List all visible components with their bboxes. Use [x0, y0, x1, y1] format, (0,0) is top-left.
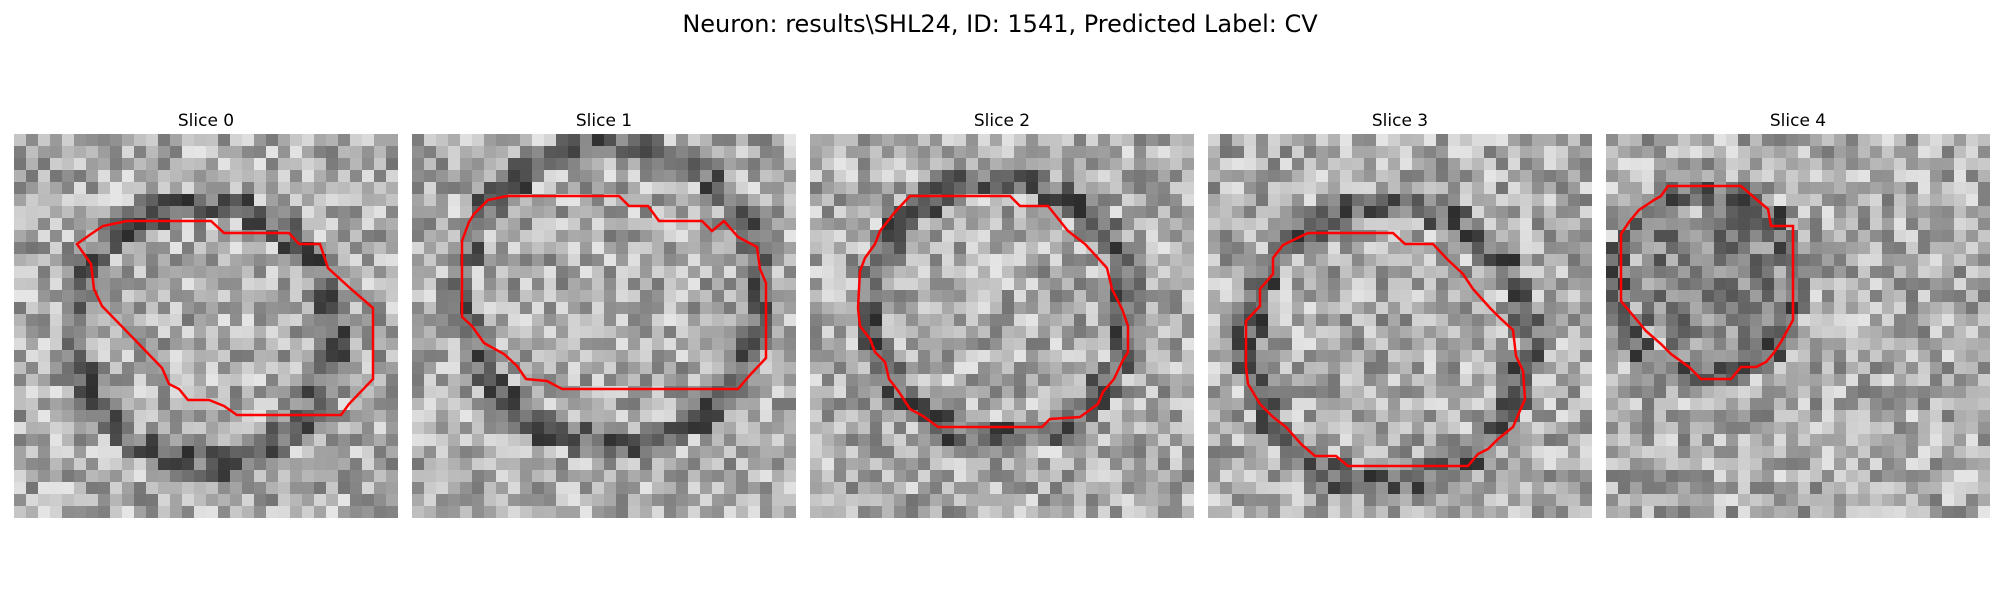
slice-title-1: Slice 1	[575, 111, 633, 131]
slice-image-0	[14, 134, 398, 518]
slice-title-2: Slice 2	[973, 111, 1031, 131]
grayscale-pixels	[412, 134, 796, 518]
slice-panel-4: Slice 4	[1606, 110, 1990, 518]
slice-panel-0: Slice 0	[14, 110, 398, 518]
slice-image-3	[1208, 134, 1592, 518]
grayscale-pixels	[14, 134, 398, 518]
slice-image-1	[412, 134, 796, 518]
slice-image-2	[810, 134, 1194, 518]
grayscale-pixels	[1606, 134, 1990, 518]
slice-panel-1: Slice 1	[412, 110, 796, 518]
grayscale-pixels	[810, 134, 1194, 518]
figure-title: Neuron: results\SHL24, ID: 1541, Predict…	[682, 10, 1318, 38]
neuron-contour-3	[1244, 231, 1527, 468]
neuron-contour-0	[75, 219, 375, 417]
neuron-contour-2	[856, 194, 1130, 429]
grayscale-pixels	[1208, 134, 1592, 518]
slice-title-3: Slice 3	[1371, 111, 1429, 131]
neuron-contour-4	[1619, 184, 1795, 381]
slice-title-4: Slice 4	[1769, 111, 1827, 131]
slice-image-4	[1606, 134, 1990, 518]
slice-panel-2: Slice 2	[810, 110, 1194, 518]
neuron-contour-1	[460, 194, 768, 391]
slice-title-0: Slice 0	[177, 111, 235, 131]
slice-panel-3: Slice 3	[1208, 110, 1592, 518]
